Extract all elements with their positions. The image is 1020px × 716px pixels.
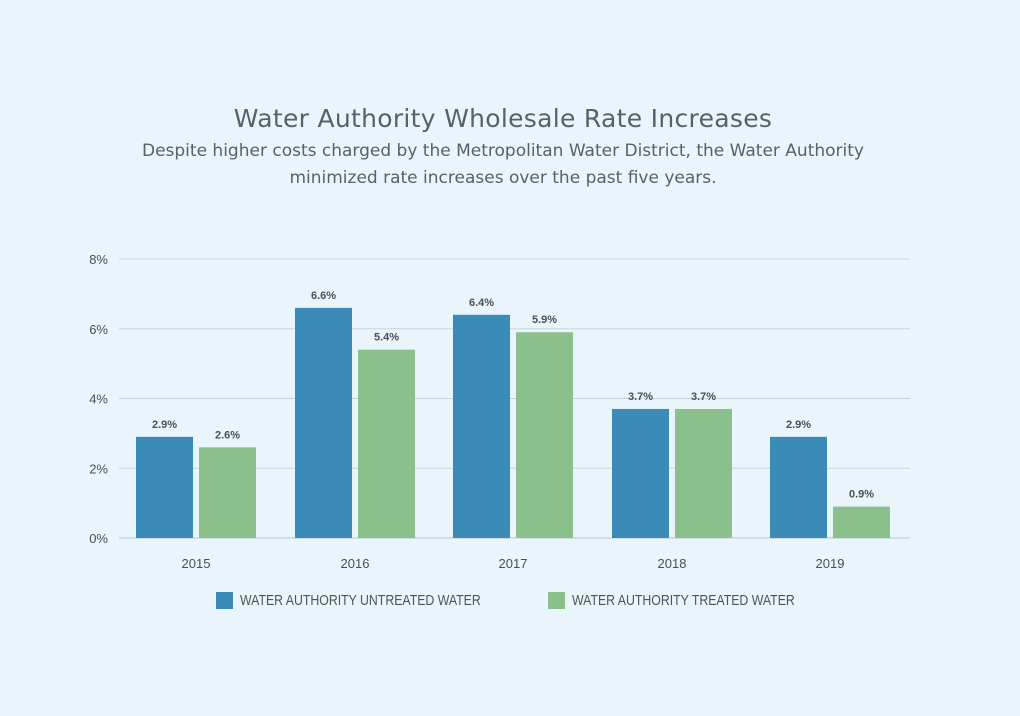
x-tick-label: 2019 [816, 556, 845, 571]
x-tick-label: 2016 [341, 556, 370, 571]
bar-untreated [612, 408, 669, 538]
legend-swatch-treated [547, 592, 565, 609]
bar-treated [199, 447, 256, 538]
bar-treated [833, 506, 890, 538]
bar-treated [516, 332, 573, 538]
x-tick-label: 2018 [658, 556, 687, 571]
bar-treated [358, 349, 415, 538]
chart-title: Water Authority Wholesale Rate Increases [233, 104, 773, 133]
y-tick-label: 0% [89, 531, 108, 546]
legend-item-treated: WATER AUTHORITY TREATED WATER [547, 592, 804, 609]
data-label: 5.9% [532, 314, 557, 326]
data-label: 2.9% [786, 419, 811, 431]
bar-untreated [770, 436, 827, 538]
x-tick-label: 2015 [182, 556, 211, 571]
y-tick-label: 4% [89, 392, 108, 407]
data-label: 5.4% [374, 332, 399, 344]
legend-swatch-untreated [216, 592, 234, 609]
legend-label-treated: WATER AUTHORITY TREATED WATER [571, 592, 795, 609]
data-label: 3.7% [691, 391, 716, 403]
data-label: 0.9% [849, 489, 874, 501]
chart-subtitle: Despite higher costs charged by the Metr… [141, 141, 864, 188]
bar-untreated [136, 436, 193, 538]
bar-untreated [453, 314, 510, 538]
y-tick-label: 6% [89, 322, 108, 337]
legend-label-untreated: WATER AUTHORITY UNTREATED WATER [240, 592, 482, 609]
data-label: 6.4% [469, 297, 494, 309]
legend-item-untreated: WATER AUTHORITY UNTREATED WATER [216, 592, 494, 609]
chart-legend: WATER AUTHORITY UNTREATED WATER WATER AU… [0, 592, 1020, 609]
bar-treated [675, 408, 732, 538]
x-tick-label: 2017 [499, 556, 528, 571]
bar-untreated [295, 307, 352, 538]
data-label: 6.6% [311, 290, 336, 302]
y-tick-label: 8% [89, 252, 108, 267]
data-label: 2.9% [152, 419, 177, 431]
data-label: 3.7% [628, 391, 653, 403]
y-tick-label: 2% [89, 461, 108, 476]
data-label: 2.6% [215, 429, 240, 441]
